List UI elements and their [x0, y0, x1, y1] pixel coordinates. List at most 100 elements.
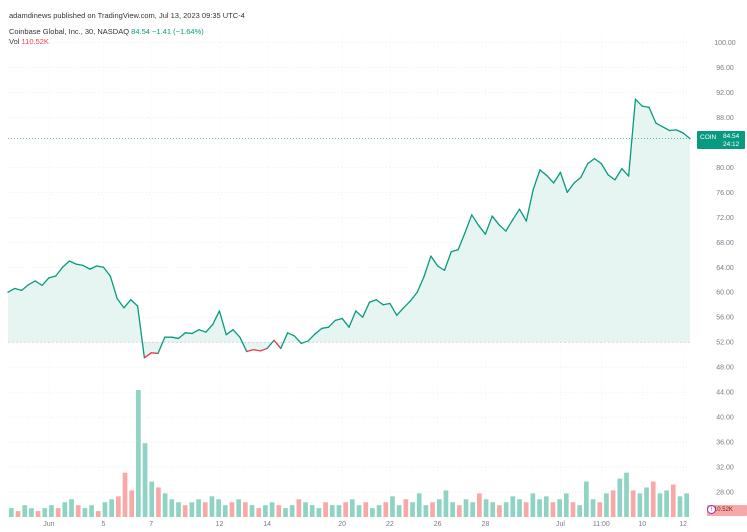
volume-bar — [376, 505, 382, 517]
volume-bar — [517, 499, 522, 517]
volume-bar — [403, 499, 409, 517]
price-segment — [368, 299, 377, 303]
volume-bar — [443, 490, 449, 517]
volume-bar — [269, 502, 275, 517]
price-segment — [484, 215, 493, 235]
x-tick-label: 10 — [638, 521, 646, 528]
x-tick-label: 5 — [102, 521, 106, 528]
price-segment — [573, 176, 582, 184]
price-segment — [61, 260, 71, 268]
price-segment — [239, 336, 248, 353]
price-segment — [307, 333, 316, 342]
bar-countdown: 24:12 — [723, 141, 740, 148]
volume-bar — [396, 505, 402, 517]
price-segment — [437, 265, 446, 272]
price-segment — [321, 326, 330, 330]
price-segment — [55, 266, 64, 277]
price-segment — [443, 250, 452, 272]
volume-bar — [436, 499, 442, 517]
price-segment — [355, 310, 364, 318]
info-icon[interactable]: ! — [707, 505, 716, 514]
volume-bar — [543, 496, 549, 517]
volume-bar — [530, 493, 536, 517]
y-tick-label: 56.00 — [716, 315, 734, 322]
price-segment — [675, 129, 684, 134]
publisher-line: adamdinews published on TradingView.com,… — [9, 11, 245, 20]
volume-bar — [450, 502, 455, 517]
y-tick-label: 36.00 — [716, 440, 734, 447]
y-tick-label: 92.00 — [716, 90, 734, 97]
x-tick-label: Jul — [556, 521, 565, 528]
price-segment — [68, 260, 77, 265]
price-segment — [211, 310, 221, 326]
volume-bar — [570, 502, 576, 517]
y-tick-label: 28.00 — [716, 490, 734, 497]
price-segment — [27, 280, 36, 286]
price-segment — [48, 275, 57, 279]
volume-bar — [684, 493, 689, 517]
volume-bar — [610, 490, 616, 517]
volume-bar — [95, 511, 101, 517]
price-segment — [327, 319, 337, 328]
volume-bar — [370, 508, 375, 517]
volume-bar — [296, 499, 302, 517]
price-segment — [280, 332, 289, 350]
price-segment — [559, 171, 568, 193]
volume-bar — [15, 511, 21, 517]
price-segment — [143, 352, 152, 359]
volume-bar — [102, 502, 108, 517]
volume-bar — [176, 502, 181, 517]
volume-bar — [503, 502, 509, 517]
price-segment — [518, 208, 527, 222]
price-segment — [621, 167, 630, 177]
volume-bar — [363, 502, 369, 517]
volume-bar — [497, 505, 502, 517]
y-tick-label: 32.00 — [716, 465, 734, 472]
price-area — [8, 99, 690, 358]
price-segment — [505, 219, 514, 232]
volume-bar — [35, 511, 41, 517]
price-segment — [498, 224, 507, 232]
x-tick-label: 14 — [263, 521, 271, 528]
price-segment — [491, 215, 500, 226]
price-segment — [14, 287, 23, 292]
price-segment — [123, 299, 132, 309]
price-segment — [218, 310, 227, 336]
volume-bar — [510, 496, 516, 517]
y-tick-label: 48.00 — [716, 365, 734, 372]
volume-bar — [156, 487, 161, 517]
price-segment — [375, 299, 384, 306]
badge-price: 84.54 — [723, 133, 740, 140]
price-segment — [205, 324, 214, 333]
volume-bar — [9, 508, 14, 517]
y-tick-label: 52.00 — [716, 340, 734, 347]
price-segment — [423, 255, 432, 278]
price-segment — [614, 167, 623, 181]
x-tick-label: Jun — [43, 521, 54, 528]
price-segment — [34, 280, 43, 287]
volume-bar — [29, 508, 34, 517]
price-segment — [171, 336, 180, 340]
price-segment — [662, 126, 671, 132]
symbol-legend: Coinbase Global, Inc., 30, NASDAQ 84.54 … — [9, 27, 204, 36]
volume-bar — [189, 502, 195, 517]
price-segment — [96, 265, 105, 268]
volume-bar — [523, 502, 529, 517]
y-tick-label: 68.00 — [716, 240, 734, 247]
y-tick-label: 72.00 — [716, 215, 734, 222]
volume-bar — [463, 499, 469, 517]
price-segment — [546, 174, 555, 184]
volume-bar — [196, 499, 201, 517]
volume-bar — [182, 505, 188, 517]
x-tick-label: 12 — [216, 521, 224, 528]
volume-bar — [617, 478, 623, 517]
ticker-symbol: COIN — [700, 134, 717, 141]
price-segment — [450, 249, 459, 253]
volume-bar — [236, 499, 242, 517]
price-segment — [641, 105, 650, 109]
volume-bar — [229, 502, 235, 517]
price-segment — [225, 329, 234, 336]
volume-bar — [577, 505, 583, 517]
volume-bar — [323, 502, 328, 517]
